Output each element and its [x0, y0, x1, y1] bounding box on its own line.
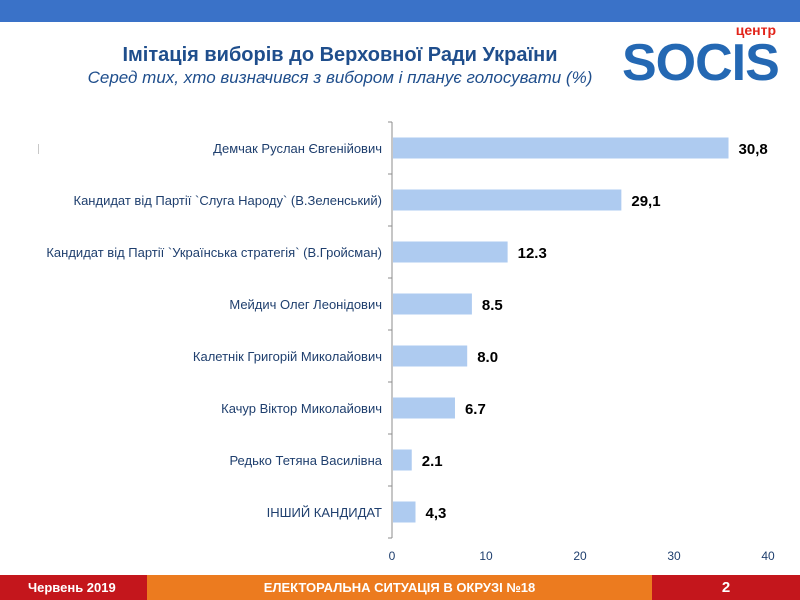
category-label: Калетнік Григорій Миколайович [193, 349, 382, 364]
data-label: 2.1 [422, 453, 443, 470]
bar [393, 189, 622, 211]
data-label: 8.5 [482, 297, 503, 314]
footer-page-number: 2 [652, 575, 800, 600]
x-tick-label: 40 [761, 549, 775, 563]
category-label: Демчак Руслан Євгенійович [213, 141, 382, 156]
footer-date: Червень 2019 [0, 575, 147, 600]
bar-chart: Демчак Руслан Євгенійович 30,8 Кандидат ві… [46, 121, 775, 563]
decorative-tick [38, 144, 39, 154]
bar [393, 137, 729, 159]
category-label: Качур Віктор Миколайович [221, 401, 382, 416]
footer: Червень 2019 ЕЛЕКТОРАЛЬНА СИТУАЦІЯ В ОКР… [0, 575, 800, 600]
data-label: 6.7 [465, 401, 486, 418]
bar [393, 241, 508, 263]
x-tick-label: 10 [479, 549, 493, 563]
bar [393, 345, 468, 367]
x-tick-label: 20 [573, 549, 587, 563]
bar [393, 293, 472, 315]
data-label: 4,3 [426, 505, 447, 522]
x-tick-label: 0 [389, 549, 396, 563]
category-label: Кандидат від Партії `Українська стратегі… [46, 245, 382, 260]
bar [393, 397, 455, 419]
logo-main-text: SOCIS [622, 34, 780, 92]
data-label: 30,8 [739, 141, 768, 158]
category-label: Редько Тетяна Василівна [229, 453, 382, 468]
bar [393, 501, 416, 523]
socis-logo: центр SOCIS [622, 22, 792, 90]
data-label: 12.3 [518, 245, 547, 262]
category-label: Мейдич Олег Леонідович [229, 297, 382, 312]
category-label: ІНШИЙ КАНДИДАТ [267, 505, 382, 520]
chart-subtitle: Серед тих, хто визначився з вибором і пл… [87, 68, 593, 87]
top-band [0, 0, 800, 22]
bar [393, 449, 412, 471]
logo-small-text: центр [735, 22, 776, 38]
chart-title: Імітація виборів до Верховної Ради Украї… [122, 44, 558, 66]
data-label: 29,1 [631, 193, 660, 210]
data-label: 8.0 [477, 349, 498, 366]
category-label: Кандидат від Партії `Слуга Народу` (В.Зе… [74, 193, 383, 208]
footer-section: ЕЛЕКТОРАЛЬНА СИТУАЦІЯ В ОКРУЗІ №18 [147, 575, 652, 600]
x-tick-label: 30 [667, 549, 681, 563]
